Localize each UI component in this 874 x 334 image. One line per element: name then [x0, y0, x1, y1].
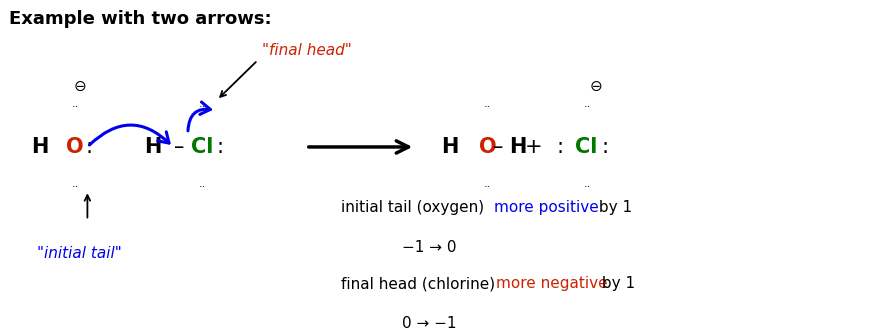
Text: more negative: more negative	[496, 277, 608, 291]
Text: ··: ··	[484, 102, 491, 112]
Text: initial tail (oxygen): initial tail (oxygen)	[341, 200, 489, 214]
Text: –: –	[493, 137, 503, 157]
Text: H: H	[509, 137, 526, 157]
Text: O: O	[66, 137, 83, 157]
Text: :: :	[557, 137, 564, 157]
Text: :: :	[86, 137, 93, 157]
Text: Cl: Cl	[191, 137, 213, 157]
Text: Cl: Cl	[575, 137, 598, 157]
Text: :: :	[217, 137, 224, 157]
Text: ··: ··	[198, 182, 205, 192]
Text: +: +	[524, 137, 542, 157]
Text: H: H	[441, 137, 459, 157]
Text: O: O	[479, 137, 496, 157]
Text: ··: ··	[584, 102, 591, 112]
Text: –: –	[174, 137, 184, 157]
Text: ⊖: ⊖	[73, 79, 86, 94]
Text: 0 → −1: 0 → −1	[402, 317, 456, 331]
Text: by 1: by 1	[594, 200, 633, 214]
Text: more positive: more positive	[494, 200, 599, 214]
Text: "final head": "final head"	[262, 43, 352, 57]
Text: H: H	[144, 137, 162, 157]
Text: ··: ··	[198, 102, 205, 112]
Text: H: H	[31, 137, 48, 157]
Text: ··: ··	[584, 182, 591, 192]
FancyArrowPatch shape	[188, 102, 211, 131]
Text: ··: ··	[484, 182, 491, 192]
Text: −1 → 0: −1 → 0	[402, 240, 456, 255]
Text: final head (chlorine): final head (chlorine)	[341, 277, 500, 291]
Text: ⊖: ⊖	[590, 79, 602, 94]
FancyArrowPatch shape	[89, 125, 169, 145]
Text: by 1: by 1	[597, 277, 635, 291]
Text: Example with two arrows:: Example with two arrows:	[9, 10, 271, 28]
Text: :: :	[601, 137, 608, 157]
Text: ··: ··	[72, 102, 79, 112]
Text: "initial tail": "initial tail"	[37, 246, 121, 261]
Text: ··: ··	[72, 182, 79, 192]
